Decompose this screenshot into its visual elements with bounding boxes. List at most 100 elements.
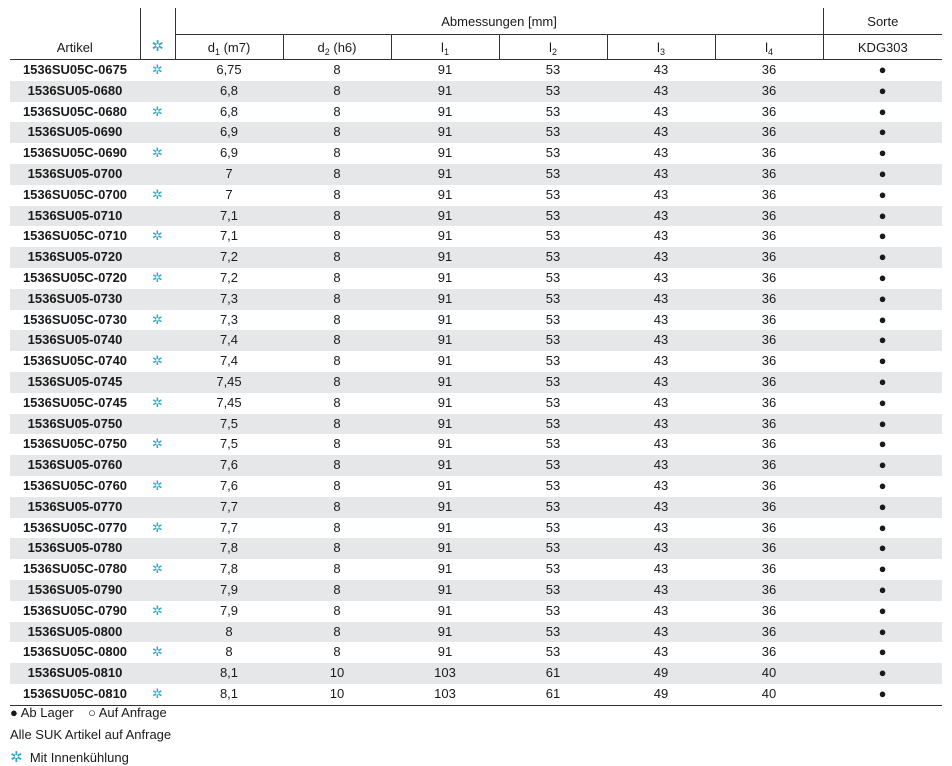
- stock-dot-icon: ●: [823, 205, 943, 227]
- cell-l1: 103: [391, 663, 499, 684]
- cell-l1: 91: [391, 455, 499, 476]
- table-row: 1536SU05-0800 8 8 91 53 43 36 ●: [10, 621, 943, 643]
- cell-d2: 8: [283, 371, 391, 393]
- cell-l2: 53: [545, 644, 561, 660]
- cell-artikel: 1536SU05-0770: [10, 496, 140, 518]
- cell-l3: 43: [653, 477, 669, 493]
- table-row: 1536SU05-0780 7,8 8 91 53 43 36 ●: [10, 538, 943, 560]
- header-abmessungen: Abmessungen [mm]: [174, 8, 824, 35]
- cell-l4: 36: [761, 477, 777, 493]
- cell-l3: 43: [607, 538, 715, 560]
- cell-d1: 7,3: [219, 311, 239, 327]
- cell-l3: 43: [607, 579, 715, 601]
- cell-l4: 36: [715, 247, 824, 268]
- cell-l1: 91: [437, 561, 453, 577]
- cell-d1: 8: [175, 621, 283, 643]
- coolant-icon: ✲: [152, 353, 163, 369]
- cell-d1: 7,7: [175, 496, 283, 518]
- cell-l3: 43: [653, 145, 669, 161]
- legend-ab-lager: Ab Lager: [20, 705, 74, 720]
- stock-dot-icon: ●: [823, 538, 943, 560]
- cell-d2: 8: [333, 186, 341, 202]
- cell-l1: 91: [437, 103, 453, 119]
- header-l3: l3: [606, 34, 715, 60]
- stock-dot-icon: ●: [823, 663, 943, 684]
- stock-dot-icon: ●: [878, 353, 887, 369]
- header-kdg303: KDG303: [822, 34, 943, 60]
- table-row: 1536SU05C-0675 ✲ 6,75 8 91 53 43 36 ●: [10, 60, 942, 81]
- cell-artikel: 1536SU05-0780: [10, 538, 140, 560]
- cell-d1: 7: [175, 163, 283, 185]
- cell-l2: 53: [545, 269, 561, 285]
- stock-dot-icon: ●: [878, 644, 887, 660]
- coolant-icon: [140, 163, 175, 185]
- cell-d2: 8: [283, 621, 391, 643]
- cell-artikel: 1536SU05-0700: [10, 163, 140, 185]
- coolant-icon: [140, 621, 175, 643]
- table-row: 1536SU05C-0745 ✲ 7,45 8 91 53 43 36 ●: [10, 393, 942, 414]
- cell-artikel: 1536SU05-0745: [10, 371, 140, 393]
- cell-l4: 36: [715, 413, 824, 435]
- cell-artikel: 1536SU05C-0800: [22, 644, 128, 660]
- cell-l1: 91: [391, 621, 499, 643]
- cell-l4: 36: [715, 205, 824, 227]
- cell-l4: 36: [761, 394, 777, 410]
- table-row: 1536SU05C-0780 ✲ 7,8 8 91 53 43 36 ●: [10, 559, 942, 580]
- cell-d1: 6,8: [175, 80, 283, 102]
- stock-dot-icon: ●: [878, 519, 887, 535]
- table-row: 1536SU05C-0730 ✲ 7,3 8 91 53 43 36 ●: [10, 310, 942, 331]
- cell-d2: 8: [333, 561, 341, 577]
- cell-l2: 53: [499, 205, 607, 227]
- cell-l2: 53: [545, 519, 561, 535]
- cell-d1: 7,4: [219, 353, 239, 369]
- cell-d2: 8: [333, 311, 341, 327]
- cell-artikel: 1536SU05C-0740: [22, 353, 128, 369]
- cell-artikel: 1536SU05-0810: [10, 663, 140, 684]
- table-row: 1536SU05-0720 7,2 8 91 53 43 36 ●: [10, 247, 943, 268]
- stock-dot-icon: ●: [878, 311, 887, 327]
- cell-artikel: 1536SU05C-0730: [22, 311, 128, 327]
- cell-l4: 40: [715, 663, 824, 684]
- coolant-icon: [140, 205, 175, 227]
- cell-l3: 43: [607, 80, 715, 102]
- coolant-icon: ✲: [152, 602, 163, 618]
- cell-d1: 7,2: [219, 269, 239, 285]
- cell-l4: 36: [715, 621, 824, 643]
- table-row: 1536SU05-0700 7 8 91 53 43 36 ●: [10, 163, 943, 185]
- table-row: 1536SU05-0770 7,7 8 91 53 43 36 ●: [10, 496, 943, 518]
- cell-d2: 8: [333, 269, 341, 285]
- coolant-icon: [140, 371, 175, 393]
- cell-l4: 36: [761, 145, 777, 161]
- table-row: 1536SU05-0810 8,1 10 103 61 49 40 ●: [10, 663, 943, 684]
- legend-auf-anfrage: Auf Anfrage: [98, 705, 167, 720]
- cell-artikel: 1536SU05C-0810: [10, 683, 140, 706]
- legend-innenkuehlung: Mit Innenkühlung: [29, 750, 129, 765]
- cell-d1: 7,2: [175, 247, 283, 268]
- coolant-icon: [140, 80, 175, 102]
- cell-l3: 43: [607, 621, 715, 643]
- cell-l2: 53: [499, 579, 607, 601]
- cell-d2: 8: [283, 288, 391, 310]
- cell-l2: 53: [499, 496, 607, 518]
- cell-l4: 36: [761, 228, 777, 244]
- cell-d1: 7,9: [219, 602, 239, 618]
- cell-artikel: 1536SU05-0800: [10, 621, 140, 643]
- cell-l1: 91: [391, 122, 499, 144]
- cell-d2: 8: [283, 538, 391, 560]
- cell-d2: 8: [333, 519, 341, 535]
- stock-dot-icon: ●: [823, 371, 943, 393]
- cell-d1: 8,1: [175, 663, 283, 684]
- cell-l2: 53: [545, 394, 561, 410]
- cell-l2: 61: [499, 663, 607, 684]
- cell-l1: 91: [437, 145, 453, 161]
- cell-d1: 6,9: [219, 145, 239, 161]
- coolant-icon: ✲: [152, 269, 163, 285]
- coolant-icon: ✲: [152, 644, 163, 660]
- cell-l1: 91: [391, 247, 499, 268]
- cell-l4: 36: [715, 80, 824, 102]
- cell-l2: 53: [545, 353, 561, 369]
- table-row: 1536SU05C-0680 ✲ 6,8 8 91 53 43 36 ●: [10, 102, 942, 123]
- cell-l1: 103: [391, 683, 499, 706]
- cell-l1: 91: [437, 186, 453, 202]
- table-row: 1536SU05-0790 7,9 8 91 53 43 36 ●: [10, 579, 943, 601]
